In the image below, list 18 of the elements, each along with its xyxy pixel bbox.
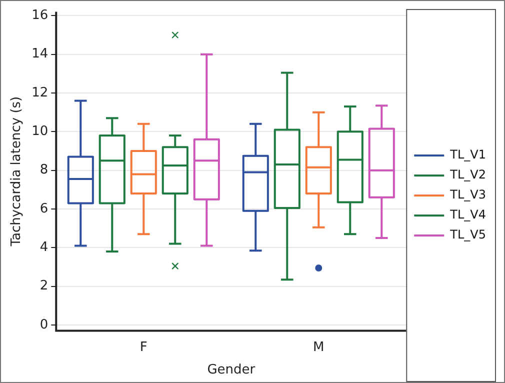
x-tick-label: F [140,340,148,355]
legend-label: TL_V1 [449,148,486,162]
legend-label: TL_V2 [449,168,486,182]
x-axis-title: Gender [207,362,256,378]
y-tick-label: 14 [32,46,48,62]
legend-label: TL_V5 [449,228,486,242]
y-axis-title: Tachycardia latency (s) [9,96,24,248]
y-tick-label: 0 [40,317,48,332]
y-tick-label: 10 [32,124,48,140]
y-tick-label: 12 [32,85,48,100]
y-tick-label: 16 [32,8,48,24]
y-tick-label: 4 [40,240,48,256]
y-tick-label: 6 [40,201,48,216]
legend-label: TL_V3 [449,188,486,202]
y-tick-label: 8 [40,162,48,178]
y-tick-label: 2 [40,278,48,294]
x-tick-label: M [313,340,324,355]
legend-label: TL_V4 [449,208,486,222]
